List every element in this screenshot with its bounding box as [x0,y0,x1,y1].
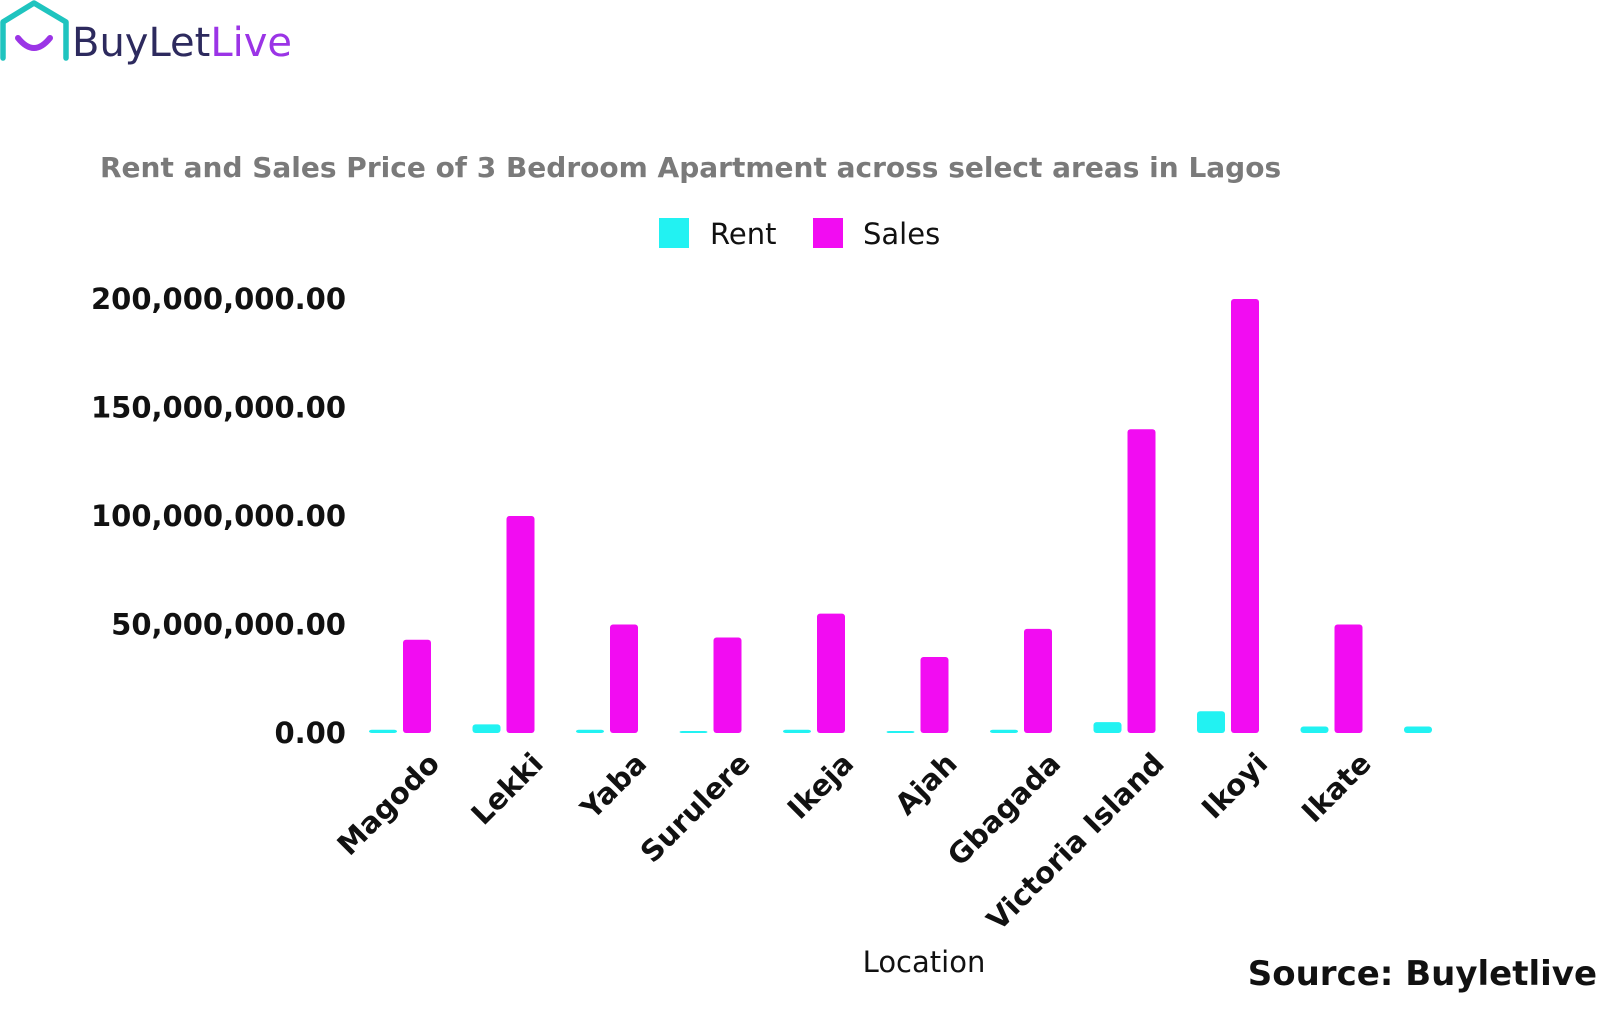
logo-text-live: Live [210,20,292,66]
bar-sales-surulere [713,637,742,733]
x-tick-label: Magodo [330,746,446,862]
bars [369,299,1432,733]
bar-sales-yaba [610,624,638,733]
x-tick-label: Yaba [573,746,653,826]
bar-rent-ikoyi [1197,711,1225,733]
bar-rent-magodo [369,729,397,733]
bar-sales-gbagada [1024,628,1052,733]
bar-rent-yaba [576,729,604,733]
chart-title: Rent and Sales Price of 3 Bedroom Apartm… [100,151,1281,184]
bar-rent-lekki [472,724,501,733]
x-tick-label: Ikoyi [1195,746,1274,825]
bar-rent-ikate [1300,726,1329,733]
bar-sales-lekki [506,516,535,733]
x-axis-label: Location [863,945,986,979]
house-smile-icon [0,0,69,61]
x-tick-label: Ikeja [781,746,861,826]
legend-swatch-sales [813,218,843,248]
svg-text:BuyLetLive: BuyLetLive [72,20,292,66]
bar-sales-ikate [1334,624,1363,733]
bar-rent-surulere [679,731,708,733]
bar-sales-ajah [920,657,949,733]
bar-rent-ajah [886,731,915,733]
y-tick-label: 150,000,000.00 [91,391,346,425]
bar-sales-magodo [403,639,431,733]
source-note: Source: Buyletlive [1248,954,1597,994]
legend: Rent Sales [659,217,940,251]
y-tick-label: 200,000,000.00 [91,282,346,316]
bar-rent-ikeja [783,729,811,733]
bar-sales-ikeja [817,613,845,733]
bar-rent-unlabeled [1404,726,1432,733]
bar-rent-gbagada [990,729,1018,733]
y-axis-ticks: 0.00 50,000,000.00 100,000,000.00 150,000,0… [91,282,346,750]
x-tick-label: Victoria Island [980,746,1171,937]
brand-logo: BuyLetLive [0,0,292,66]
x-tick-label: Ajah [888,746,963,821]
y-tick-label: 100,000,000.00 [91,499,346,533]
y-tick-label: 50,000,000.00 [111,608,346,642]
bar-rent-victoria-island [1093,722,1122,733]
y-tick-label: 0.00 [274,716,346,750]
legend-swatch-rent [659,218,689,248]
bar-sales-ikoyi [1231,299,1259,733]
bar-sales-victoria-island [1127,429,1156,733]
logo-text-buylet: BuyLet [72,20,210,66]
legend-label-sales: Sales [863,217,940,251]
x-tick-label: Surulere [634,746,757,869]
legend-label-rent: Rent [710,217,776,251]
x-tick-label: Ikate [1295,746,1378,829]
x-tick-label: Lekki [464,746,549,831]
